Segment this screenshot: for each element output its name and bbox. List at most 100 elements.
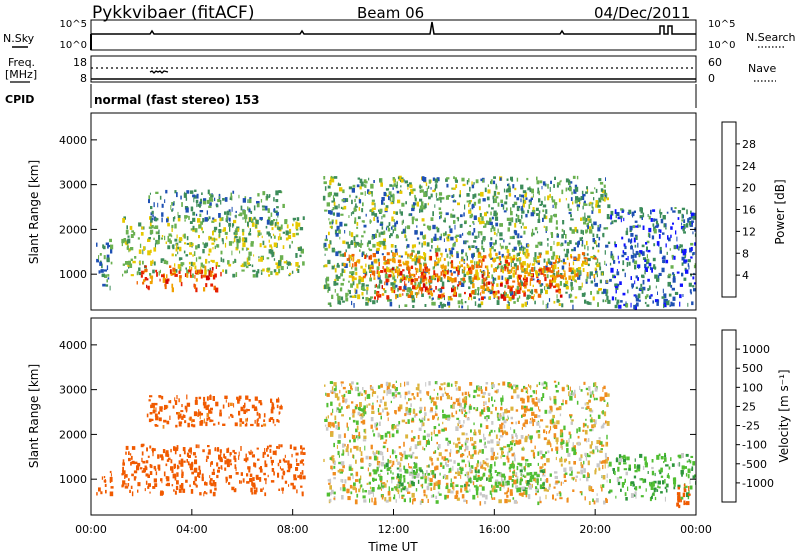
heatmap-cell: [432, 211, 434, 217]
heatmap-cell: [569, 186, 572, 192]
heatmap-cell: [588, 501, 591, 505]
heatmap-cell: [250, 243, 254, 247]
heatmap-cell: [128, 457, 131, 462]
heatmap-cell: [492, 384, 495, 388]
heatmap-cell: [214, 273, 217, 278]
heatmap-cell: [442, 413, 446, 419]
heatmap-cell: [329, 381, 334, 384]
heatmap-cell: [405, 487, 409, 492]
heatmap-cell: [445, 231, 447, 236]
heatmap-cell: [225, 478, 228, 482]
heatmap-cell: [670, 207, 673, 211]
heatmap-cell: [692, 231, 694, 235]
heatmap-cell: [98, 270, 101, 274]
heatmap-cell: [166, 482, 170, 487]
heatmap-cell: [423, 493, 426, 497]
heatmap-cell: [552, 204, 554, 208]
heatmap-cell: [443, 270, 447, 274]
heatmap-cell: [425, 182, 428, 187]
heatmap-cell: [514, 457, 516, 462]
heatmap-cell: [333, 442, 335, 448]
heatmap-cell: [180, 462, 184, 467]
heatmap-cell: [182, 488, 186, 493]
heatmap-cell: [427, 288, 430, 292]
heatmap-cell: [464, 240, 466, 245]
heatmap-cell: [410, 189, 414, 194]
heatmap-cell: [537, 433, 541, 439]
heatmap-cell: [455, 410, 458, 415]
heatmap-cell: [274, 222, 277, 227]
heatmap-cell: [513, 246, 517, 251]
heatmap-cell: [206, 396, 209, 401]
heatmap-cell: [325, 281, 328, 286]
heatmap-cell: [393, 179, 395, 183]
heatmap-cell: [491, 225, 494, 229]
heatmap-cell: [443, 382, 446, 385]
heatmap-cell: [555, 259, 557, 264]
heatmap-cell: [175, 424, 178, 428]
heatmap-cell: [185, 207, 189, 213]
heatmap-cell: [265, 225, 268, 229]
heatmap-cell: [412, 258, 416, 262]
heatmap-cell: [347, 404, 350, 409]
heatmap-cell: [531, 289, 534, 295]
heatmap-cell: [542, 209, 545, 213]
heatmap-cell: [523, 247, 526, 250]
heatmap-cell: [433, 289, 435, 293]
heatmap-cell: [386, 295, 390, 300]
heatmap-cell: [534, 445, 536, 450]
heatmap-cell: [136, 465, 140, 471]
heatmap-cell: [598, 236, 601, 241]
heatmap-cell: [431, 297, 434, 300]
heatmap-cell: [189, 455, 191, 458]
heatmap-cell: [390, 194, 394, 198]
heatmap-cell: [382, 266, 384, 270]
heatmap-cell: [519, 260, 521, 265]
heatmap-cell: [403, 477, 406, 483]
heatmap-cell: [240, 205, 243, 211]
heatmap-cell: [625, 230, 629, 236]
heatmap-cell: [584, 218, 588, 222]
heatmap-cell: [442, 304, 447, 307]
heatmap-cell: [440, 233, 442, 239]
heatmap-cell: [555, 480, 559, 484]
heatmap-cell: [331, 391, 334, 394]
heatmap-cell: [454, 381, 458, 385]
heatmap-cell: [203, 243, 207, 249]
heatmap-cell: [540, 288, 543, 294]
heatmap-cell: [470, 454, 474, 459]
heatmap-cell: [521, 456, 525, 461]
heatmap-cell: [486, 265, 489, 270]
heatmap-cell: [127, 242, 129, 247]
heatmap-cell: [170, 272, 173, 276]
heatmap-cell: [452, 415, 455, 418]
heatmap-cell: [344, 263, 348, 268]
heatmap-cell: [398, 175, 402, 181]
heatmap-cell: [146, 447, 148, 452]
heatmap-cell: [284, 219, 288, 222]
heatmap-cell: [551, 280, 554, 283]
heatmap-cell: [215, 265, 217, 269]
heatmap-cell: [493, 176, 496, 179]
heatmap-cell: [530, 385, 532, 390]
heatmap-cell: [508, 250, 510, 254]
heatmap-cell: [484, 212, 487, 217]
heatmap-cell: [376, 219, 379, 223]
heatmap-cell: [563, 458, 567, 463]
heatmap-cell: [484, 501, 487, 505]
heatmap-cell: [407, 266, 410, 270]
heatmap-cell: [436, 227, 440, 233]
heatmap-cell: [397, 259, 402, 263]
heatmap-cell: [501, 479, 504, 483]
heatmap-cell: [623, 217, 625, 222]
heatmap-cell: [593, 257, 597, 260]
heatmap-cell: [522, 446, 524, 451]
heatmap-cell: [336, 407, 338, 413]
heatmap-cell: [550, 232, 553, 235]
heatmap-cell: [665, 227, 667, 230]
heatmap-cell: [130, 234, 134, 238]
heatmap-cell: [147, 474, 150, 478]
heatmap-cell: [529, 418, 531, 421]
heatmap-cell: [208, 248, 212, 253]
heatmap-cell: [159, 278, 161, 282]
